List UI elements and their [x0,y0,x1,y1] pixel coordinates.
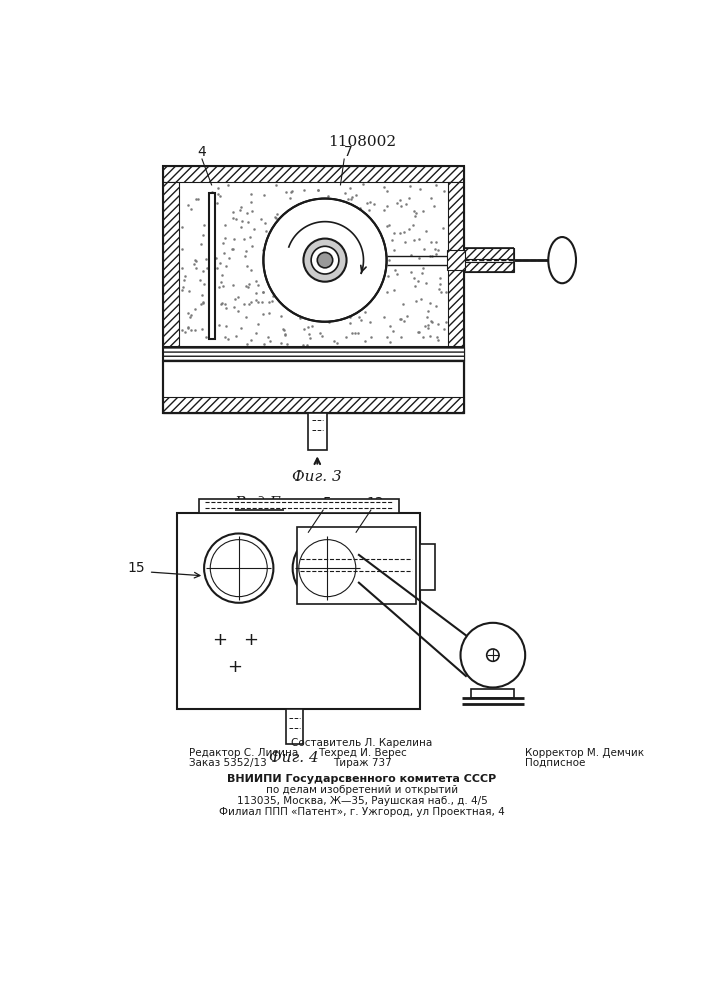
Text: 7: 7 [344,145,353,159]
Bar [464,262,514,272]
Bar [177,513,420,709]
Circle shape [311,246,339,274]
Bar [163,347,464,361]
Text: Подписное: Подписное [525,758,585,768]
Bar [286,709,303,744]
Bar [420,544,435,590]
Bar [447,250,465,270]
Text: по делам изобретений и открытий: по делам изобретений и открытий [266,785,458,795]
Text: 4: 4 [197,145,206,159]
Text: +: + [212,631,227,649]
Text: 12: 12 [366,496,384,510]
Circle shape [460,623,525,687]
Bar [163,166,464,182]
Text: Составитель Л. Карелина: Составитель Л. Карелина [291,738,433,748]
Text: 15: 15 [127,561,145,575]
Text: Заказ 5352/13: Заказ 5352/13 [189,758,267,768]
Bar [163,166,464,413]
Circle shape [486,649,499,661]
Bar [296,527,416,604]
Text: +: + [243,631,258,649]
Bar [308,413,327,450]
Circle shape [317,252,333,268]
Text: Корректор М. Демчик: Корректор М. Демчик [525,748,644,758]
Text: Вид Б: Вид Б [235,496,281,510]
Bar [472,689,515,698]
Text: Фиг. 3: Фиг. 3 [293,470,342,484]
Bar [179,182,448,347]
Bar [199,499,399,513]
Text: +: + [228,658,243,676]
Circle shape [303,239,346,282]
Text: Техред И. Верес: Техред И. Верес [317,748,407,758]
Text: 1108002: 1108002 [328,135,396,149]
Bar [448,182,464,397]
Bar [163,397,464,413]
Text: ВНИИПИ Государсвенного комитета СССР: ВНИИПИ Государсвенного комитета СССР [228,774,496,784]
Ellipse shape [549,237,576,283]
Text: 113035, Москва, Ж—35, Раушская наб., д. 4/5: 113035, Москва, Ж—35, Раушская наб., д. … [237,796,487,806]
Text: Тираж 737: Тираж 737 [332,758,392,768]
Bar [163,361,464,413]
Text: 5: 5 [323,496,332,510]
Circle shape [204,533,274,603]
Bar [163,182,179,397]
Text: Филиал ППП «Патент», г. Ужгород, ул Проектная, 4: Филиал ППП «Патент», г. Ужгород, ул Прое… [219,807,505,817]
Text: Редактор С. Лисина: Редактор С. Лисина [189,748,298,758]
Text: Фиг. 4: Фиг. 4 [269,751,319,765]
Bar [209,193,215,339]
Circle shape [264,199,387,322]
Bar [464,248,514,259]
Circle shape [293,533,362,603]
